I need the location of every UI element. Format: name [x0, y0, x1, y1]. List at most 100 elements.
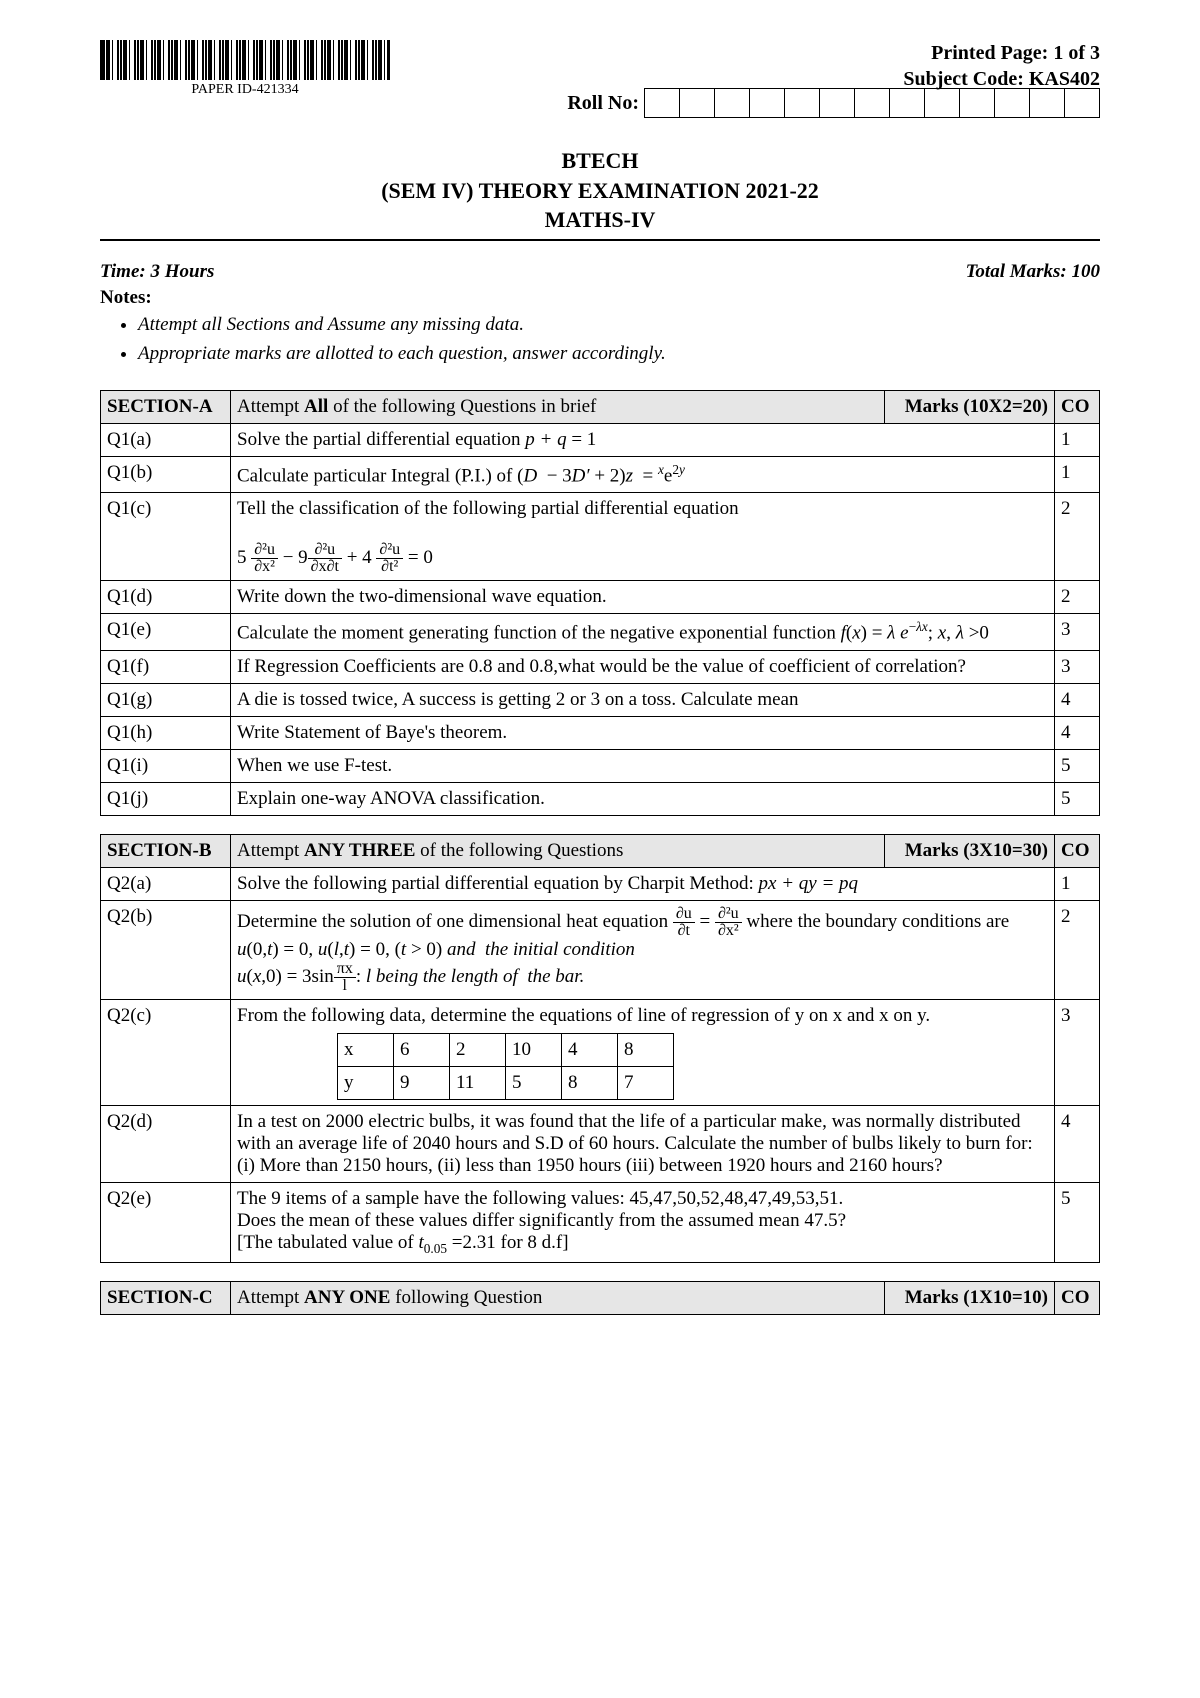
question-row: Q1(h)Write Statement of Baye's theorem.4 — [101, 716, 1100, 749]
notes-label: Notes: — [100, 287, 1100, 309]
question-number: Q2(e) — [101, 1182, 231, 1262]
exam-page: PAPER ID-421334 Printed Page: 1 of 3 Sub… — [0, 0, 1200, 1698]
roll-box[interactable] — [819, 88, 855, 118]
mini-cell: 10 — [506, 1033, 562, 1066]
co-value: 4 — [1055, 716, 1100, 749]
section-a-title: SECTION-A — [101, 391, 231, 424]
question-row: Q1(g)A die is tossed twice, A success is… — [101, 683, 1100, 716]
section-a-header: SECTION-A Attempt All of the following Q… — [101, 391, 1100, 424]
mini-cell: 9 — [394, 1066, 450, 1099]
total-marks-label: Total Marks: 100 — [966, 261, 1100, 283]
co-value: 3 — [1055, 614, 1100, 650]
roll-box[interactable] — [959, 88, 995, 118]
header-right: Printed Page: 1 of 3 Subject Code: KAS40… — [903, 40, 1100, 92]
sc-instruct-post: following Question — [390, 1287, 542, 1308]
co-value: 2 — [1055, 581, 1100, 614]
exam-line2: (SEM IV) THEORY EXAMINATION 2021-22 — [100, 176, 1100, 206]
question-number: Q1(h) — [101, 716, 231, 749]
roll-box[interactable] — [1029, 88, 1065, 118]
section-a-body: Q1(a)Solve the partial differential equa… — [101, 424, 1100, 816]
question-row: Q2(c)From the following data, determine … — [101, 999, 1100, 1105]
section-a-table: SECTION-A Attempt All of the following Q… — [100, 390, 1100, 816]
mini-cell: 8 — [562, 1066, 618, 1099]
exam-line3: MATHS-IV — [100, 205, 1100, 235]
question-row: Q1(a)Solve the partial differential equa… — [101, 424, 1100, 457]
question-row: Q1(b)Calculate particular Integral (P.I.… — [101, 457, 1100, 493]
mini-cell: 6 — [394, 1033, 450, 1066]
roll-box[interactable] — [644, 88, 680, 118]
question-row: Q1(j)Explain one-way ANOVA classificatio… — [101, 782, 1100, 815]
barcode-block: PAPER ID-421334 — [100, 40, 390, 98]
data-mini-table: x621048y911587 — [337, 1033, 674, 1100]
section-c-table: SECTION-C Attempt ANY ONE following Ques… — [100, 1281, 1100, 1315]
time-label: Time: 3 Hours — [100, 261, 214, 283]
roll-box[interactable] — [1064, 88, 1100, 118]
question-number: Q1(e) — [101, 614, 231, 650]
roll-box[interactable] — [889, 88, 925, 118]
sa-instruct-bold: All — [304, 396, 328, 417]
paper-id: PAPER ID-421334 — [191, 82, 298, 98]
barcode-graphic — [100, 40, 390, 80]
mini-cell: 8 — [618, 1033, 674, 1066]
question-number: Q1(c) — [101, 493, 231, 581]
roll-box[interactable] — [854, 88, 890, 118]
roll-box[interactable] — [994, 88, 1030, 118]
section-c-instruct: Attempt ANY ONE following Question — [231, 1281, 885, 1314]
mini-cell: y — [338, 1066, 394, 1099]
printed-page: Printed Page: 1 of 3 — [903, 40, 1100, 66]
section-b-marks: Marks (3X10=30) — [885, 834, 1055, 867]
exam-line1: BTECH — [100, 146, 1100, 176]
co-value: 1 — [1055, 457, 1100, 493]
question-number: Q2(d) — [101, 1105, 231, 1182]
question-text: Calculate particular Integral (P.I.) of … — [231, 457, 1055, 493]
question-row: Q1(d)Write down the two-dimensional wave… — [101, 581, 1100, 614]
section-a-instruct: Attempt All of the following Questions i… — [231, 391, 885, 424]
sc-instruct-bold: ANY ONE — [304, 1287, 390, 1308]
meta-row: Time: 3 Hours Total Marks: 100 — [100, 261, 1100, 283]
question-number: Q2(a) — [101, 867, 231, 900]
sa-instruct-pre: Attempt — [237, 396, 304, 417]
question-text: Solve the partial differential equation … — [231, 424, 1055, 457]
mini-cell: x — [338, 1033, 394, 1066]
co-value: 2 — [1055, 900, 1100, 999]
co-value: 1 — [1055, 424, 1100, 457]
notes-list: Attempt all Sections and Assume any miss… — [122, 311, 1100, 368]
section-b-header: SECTION-B Attempt ANY THREE of the follo… — [101, 834, 1100, 867]
question-number: Q1(a) — [101, 424, 231, 457]
question-row: Q1(c)Tell the classification of the foll… — [101, 493, 1100, 581]
section-a-co: CO — [1055, 391, 1100, 424]
roll-boxes — [645, 88, 1100, 118]
section-b-instruct: Attempt ANY THREE of the following Quest… — [231, 834, 885, 867]
question-number: Q2(b) — [101, 900, 231, 999]
co-value: 5 — [1055, 782, 1100, 815]
sc-instruct-pre: Attempt — [237, 1287, 304, 1308]
sa-instruct-post: of the following Questions in brief — [328, 396, 596, 417]
roll-box[interactable] — [714, 88, 750, 118]
question-text: The 9 items of a sample have the followi… — [231, 1182, 1055, 1262]
roll-box[interactable] — [679, 88, 715, 118]
question-text: When we use F-test. — [231, 749, 1055, 782]
question-row: Q2(a)Solve the following partial differe… — [101, 867, 1100, 900]
co-value: 3 — [1055, 999, 1100, 1105]
section-b-title: SECTION-B — [101, 834, 231, 867]
mini-cell: 5 — [506, 1066, 562, 1099]
co-value: 5 — [1055, 1182, 1100, 1262]
question-row: Q2(b)Determine the solution of one dimen… — [101, 900, 1100, 999]
question-text: Write down the two-dimensional wave equa… — [231, 581, 1055, 614]
question-number: Q1(b) — [101, 457, 231, 493]
roll-box[interactable] — [749, 88, 785, 118]
note-item: Attempt all Sections and Assume any miss… — [138, 311, 1100, 340]
question-number: Q1(d) — [101, 581, 231, 614]
question-text: Solve the following partial differential… — [231, 867, 1055, 900]
question-text: Explain one-way ANOVA classification. — [231, 782, 1055, 815]
section-b-co: CO — [1055, 834, 1100, 867]
roll-box[interactable] — [784, 88, 820, 118]
roll-box[interactable] — [924, 88, 960, 118]
question-row: Q1(f)If Regression Coefficients are 0.8 … — [101, 650, 1100, 683]
question-text: In a test on 2000 electric bulbs, it was… — [231, 1105, 1055, 1182]
question-text: If Regression Coefficients are 0.8 and 0… — [231, 650, 1055, 683]
question-row: Q2(e)The 9 items of a sample have the fo… — [101, 1182, 1100, 1262]
question-number: Q2(c) — [101, 999, 231, 1105]
question-row: Q1(i)When we use F-test.5 — [101, 749, 1100, 782]
question-text: Determine the solution of one dimensiona… — [231, 900, 1055, 999]
